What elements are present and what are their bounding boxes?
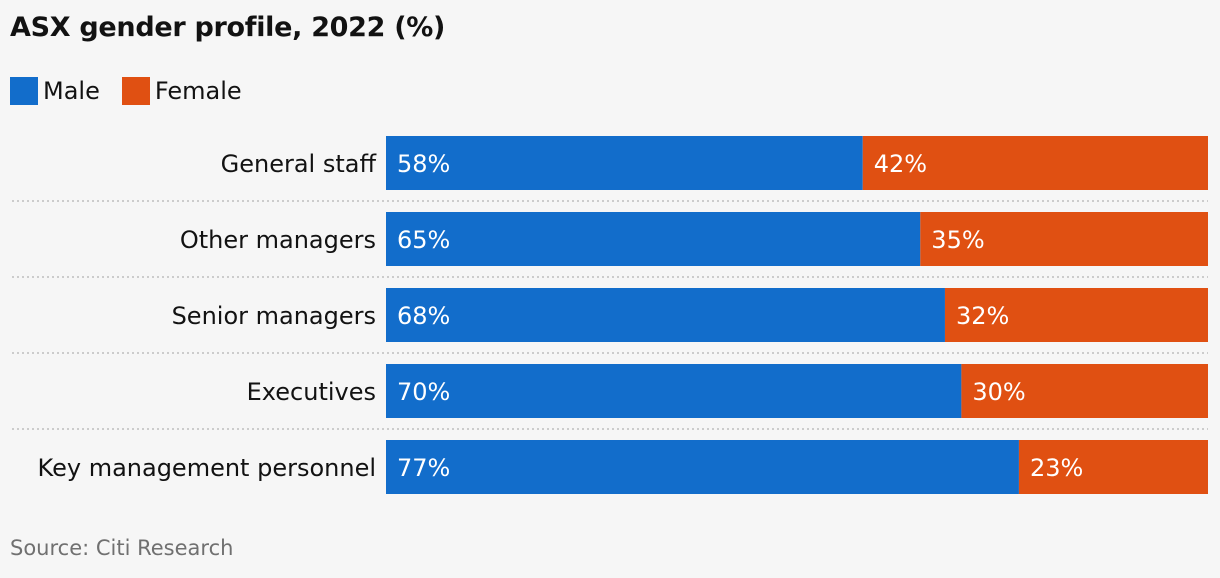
legend-item-female: Female (121, 77, 242, 105)
legend-swatch-female (121, 77, 150, 105)
data-label-female-executives: 30% (972, 378, 1025, 406)
bar-female-other-managers (920, 212, 1208, 266)
source-note: Source: Citi Research (10, 536, 234, 560)
data-label-male-key-management-personnel: 77% (397, 454, 450, 482)
bar-male-senior-managers (386, 288, 945, 342)
stacked-bar-chart: General staff 58% 42% Other managers 65% 35% S… (12, 136, 1208, 494)
data-label-male-other-managers: 65% (397, 226, 450, 254)
legend-label-male: Male (43, 77, 100, 105)
chart-title: ASX gender profile, 2022 (%) (10, 12, 446, 43)
bar-female-key-management-personnel (1018, 440, 1208, 494)
legend-label-female: Female (154, 77, 242, 105)
category-label-other-managers: Other managers (180, 226, 376, 254)
data-label-female-other-managers: 35% (931, 226, 984, 254)
bar-male-other-managers (386, 212, 921, 266)
data-label-female-general-staff: 42% (874, 150, 927, 178)
data-label-female-senior-managers: 32% (956, 302, 1009, 330)
bar-male-key-management-personnel (386, 440, 1019, 494)
legend: Male Female (10, 76, 264, 106)
bar-female-senior-managers (944, 288, 1208, 342)
legend-item-male: Male (10, 77, 100, 105)
category-label-executives: Executives (247, 378, 376, 406)
data-label-male-executives: 70% (397, 378, 450, 406)
category-label-senior-managers: Senior managers (172, 302, 376, 330)
bar-female-general-staff (862, 136, 1208, 190)
bar-male-general-staff (386, 136, 863, 190)
data-label-male-general-staff: 58% (397, 150, 450, 178)
category-label-general-staff: General staff (221, 150, 377, 178)
category-label-key-management-personnel: Key management personnel (38, 454, 376, 482)
data-label-male-senior-managers: 68% (397, 302, 450, 330)
legend-swatch-male (10, 77, 38, 105)
bar-female-executives (961, 364, 1208, 418)
data-label-female-key-management-personnel: 23% (1030, 454, 1083, 482)
bar-male-executives (386, 364, 962, 418)
